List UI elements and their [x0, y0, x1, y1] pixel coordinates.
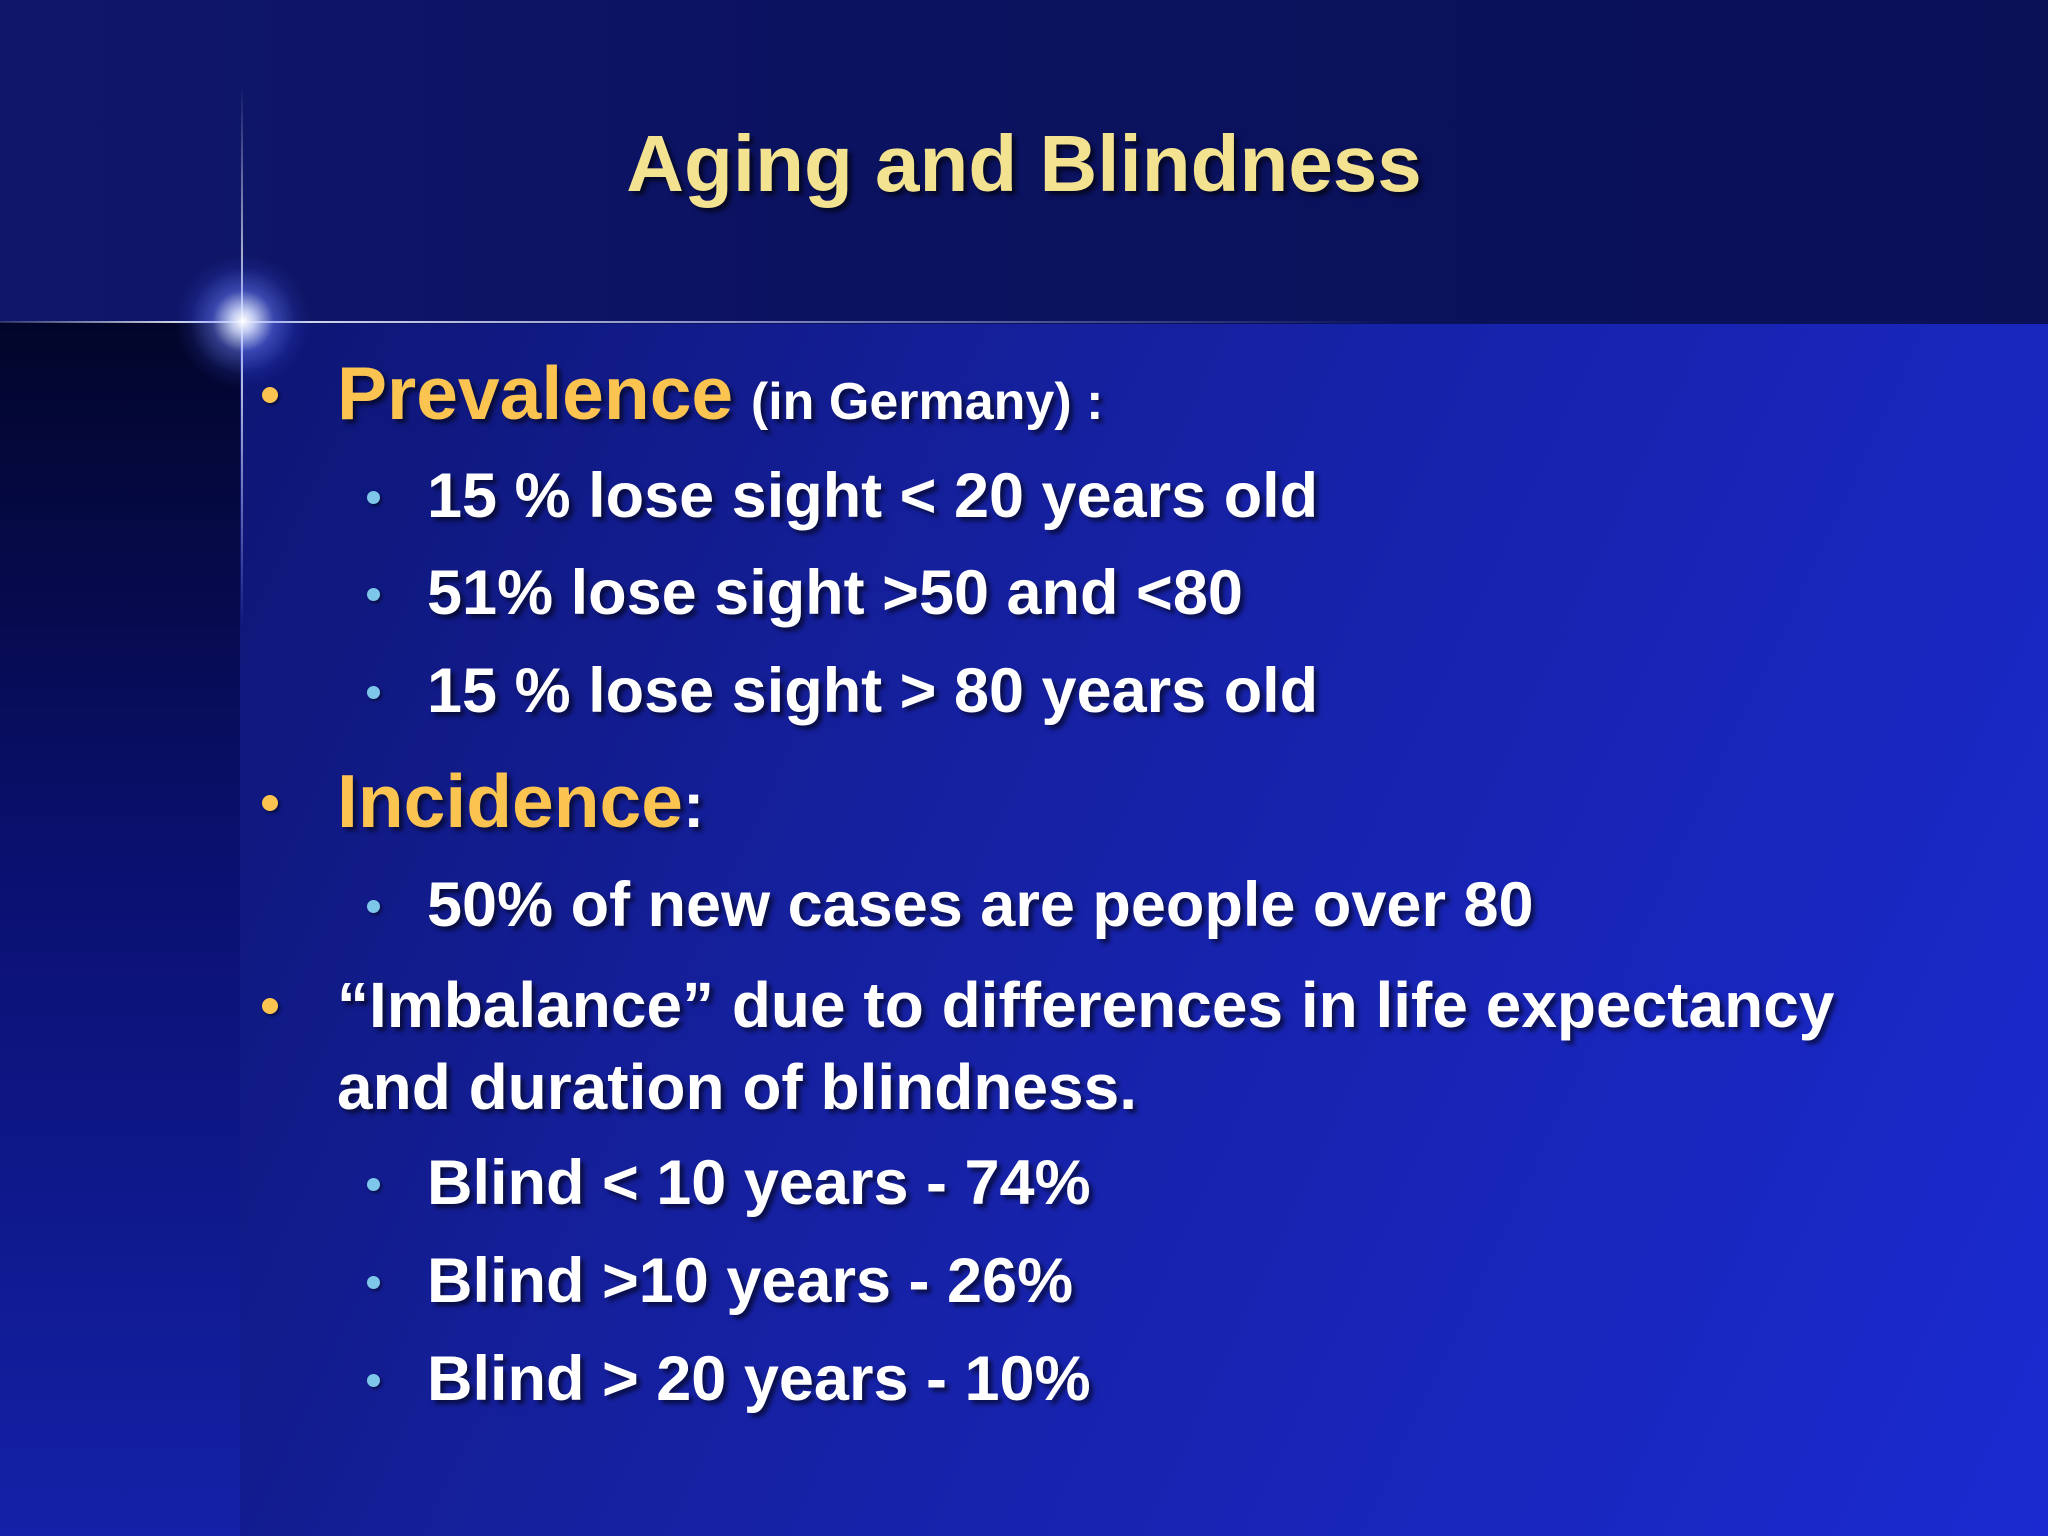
- incidence-heading-line: Incidence:: [337, 758, 704, 844]
- slide-title: Aging and Blindness: [626, 119, 1422, 208]
- sub-bullet-icon: [367, 1276, 380, 1289]
- prevalence-suffix: :: [1071, 373, 1104, 431]
- sub-bullet-icon: [367, 588, 380, 601]
- sub-bullet-icon: [367, 900, 380, 913]
- star-glow-icon: [175, 253, 311, 389]
- imbalance-item: Blind < 10 years - 74%: [427, 1148, 1091, 1218]
- horizontal-divider: [0, 321, 1400, 323]
- sub-bullet-icon: [367, 686, 380, 699]
- incidence-suffix: :: [682, 769, 705, 841]
- imbalance-item: Blind >10 years - 26%: [427, 1246, 1074, 1316]
- imbalance-line-1: “Imbalance” due to differences in life e…: [337, 969, 1835, 1041]
- bullet-icon: [262, 998, 278, 1014]
- prevalence-item: 15 % lose sight < 20 years old: [427, 461, 1319, 531]
- prevalence-item: 51% lose sight >50 and <80: [427, 558, 1243, 628]
- sub-bullet-icon: [367, 491, 380, 504]
- incidence-heading: Incidence: [337, 759, 683, 843]
- bullet-icon: [262, 795, 278, 811]
- prevalence-heading-line: Prevalence (in Germany) :: [337, 350, 1103, 436]
- sub-bullet-icon: [367, 1374, 380, 1387]
- header-band: [0, 0, 2048, 324]
- imbalance-item: Blind > 20 years - 10%: [427, 1344, 1091, 1414]
- bullet-icon: [262, 387, 278, 403]
- imbalance-line-2: and duration of blindness.: [337, 1051, 1137, 1123]
- incidence-item: 50% of new cases are people over 80: [427, 870, 1534, 940]
- prevalence-qualifier: (in Germany): [750, 373, 1072, 431]
- prevalence-item: 15 % lose sight > 80 years old: [427, 656, 1319, 726]
- prevalence-heading: Prevalence: [337, 351, 734, 435]
- sub-bullet-icon: [367, 1178, 380, 1191]
- left-band: [0, 322, 240, 1536]
